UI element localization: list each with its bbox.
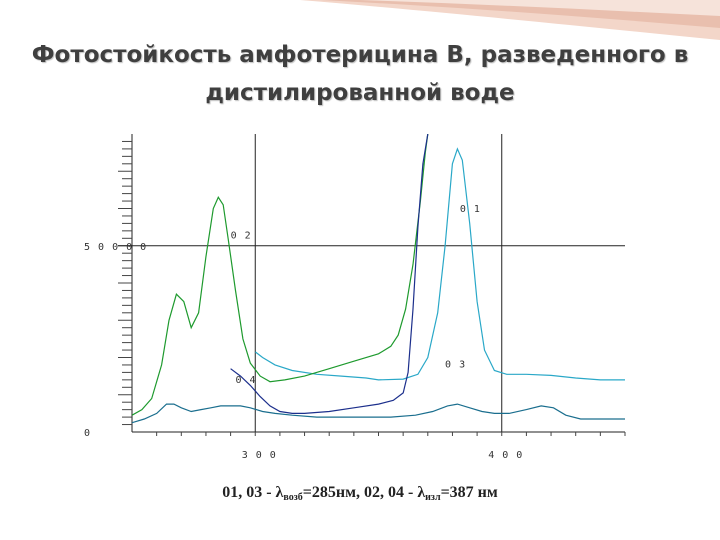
y-tick-label-1: 5 0 0 0 0 bbox=[84, 242, 147, 253]
caption-part-1: 01, 03 - λ bbox=[222, 484, 284, 501]
slide-title-line-1: Фотостойкость амфотерицина В, разведенно… bbox=[31, 42, 689, 68]
caption-part-2: =285нм, 02, 04 - λ bbox=[302, 484, 426, 501]
slide-title-line-2: дистилированной воде bbox=[205, 80, 515, 106]
caption-part-3: =387 нм bbox=[440, 484, 498, 501]
slide-title: Фотостойкость амфотерицина В, разведенно… bbox=[0, 36, 720, 112]
series-label-01: 0 1 bbox=[460, 204, 481, 215]
series-line-03 bbox=[132, 403, 625, 424]
series-label-02: 0 2 bbox=[231, 230, 252, 241]
series-label-03: 0 3 bbox=[445, 360, 466, 371]
caption-sub-emission: изл bbox=[425, 492, 441, 503]
series-line-01 bbox=[254, 147, 625, 381]
excitation-emission-caption: 01, 03 - λвозб=285нм, 02, 04 - λизл=387 … bbox=[0, 484, 720, 503]
x-tick-label-1: 4 0 0 bbox=[488, 450, 523, 461]
series-line-02 bbox=[132, 134, 429, 416]
y-tick-label-0: 0 bbox=[84, 428, 91, 439]
caption-sub-excitation: возб bbox=[283, 492, 303, 503]
series-label-04: 0 4 bbox=[236, 375, 257, 386]
x-tick-label-0: 3 0 0 bbox=[242, 450, 277, 461]
series-line-04 bbox=[230, 134, 429, 414]
decorative-swoosh bbox=[300, 0, 720, 40]
